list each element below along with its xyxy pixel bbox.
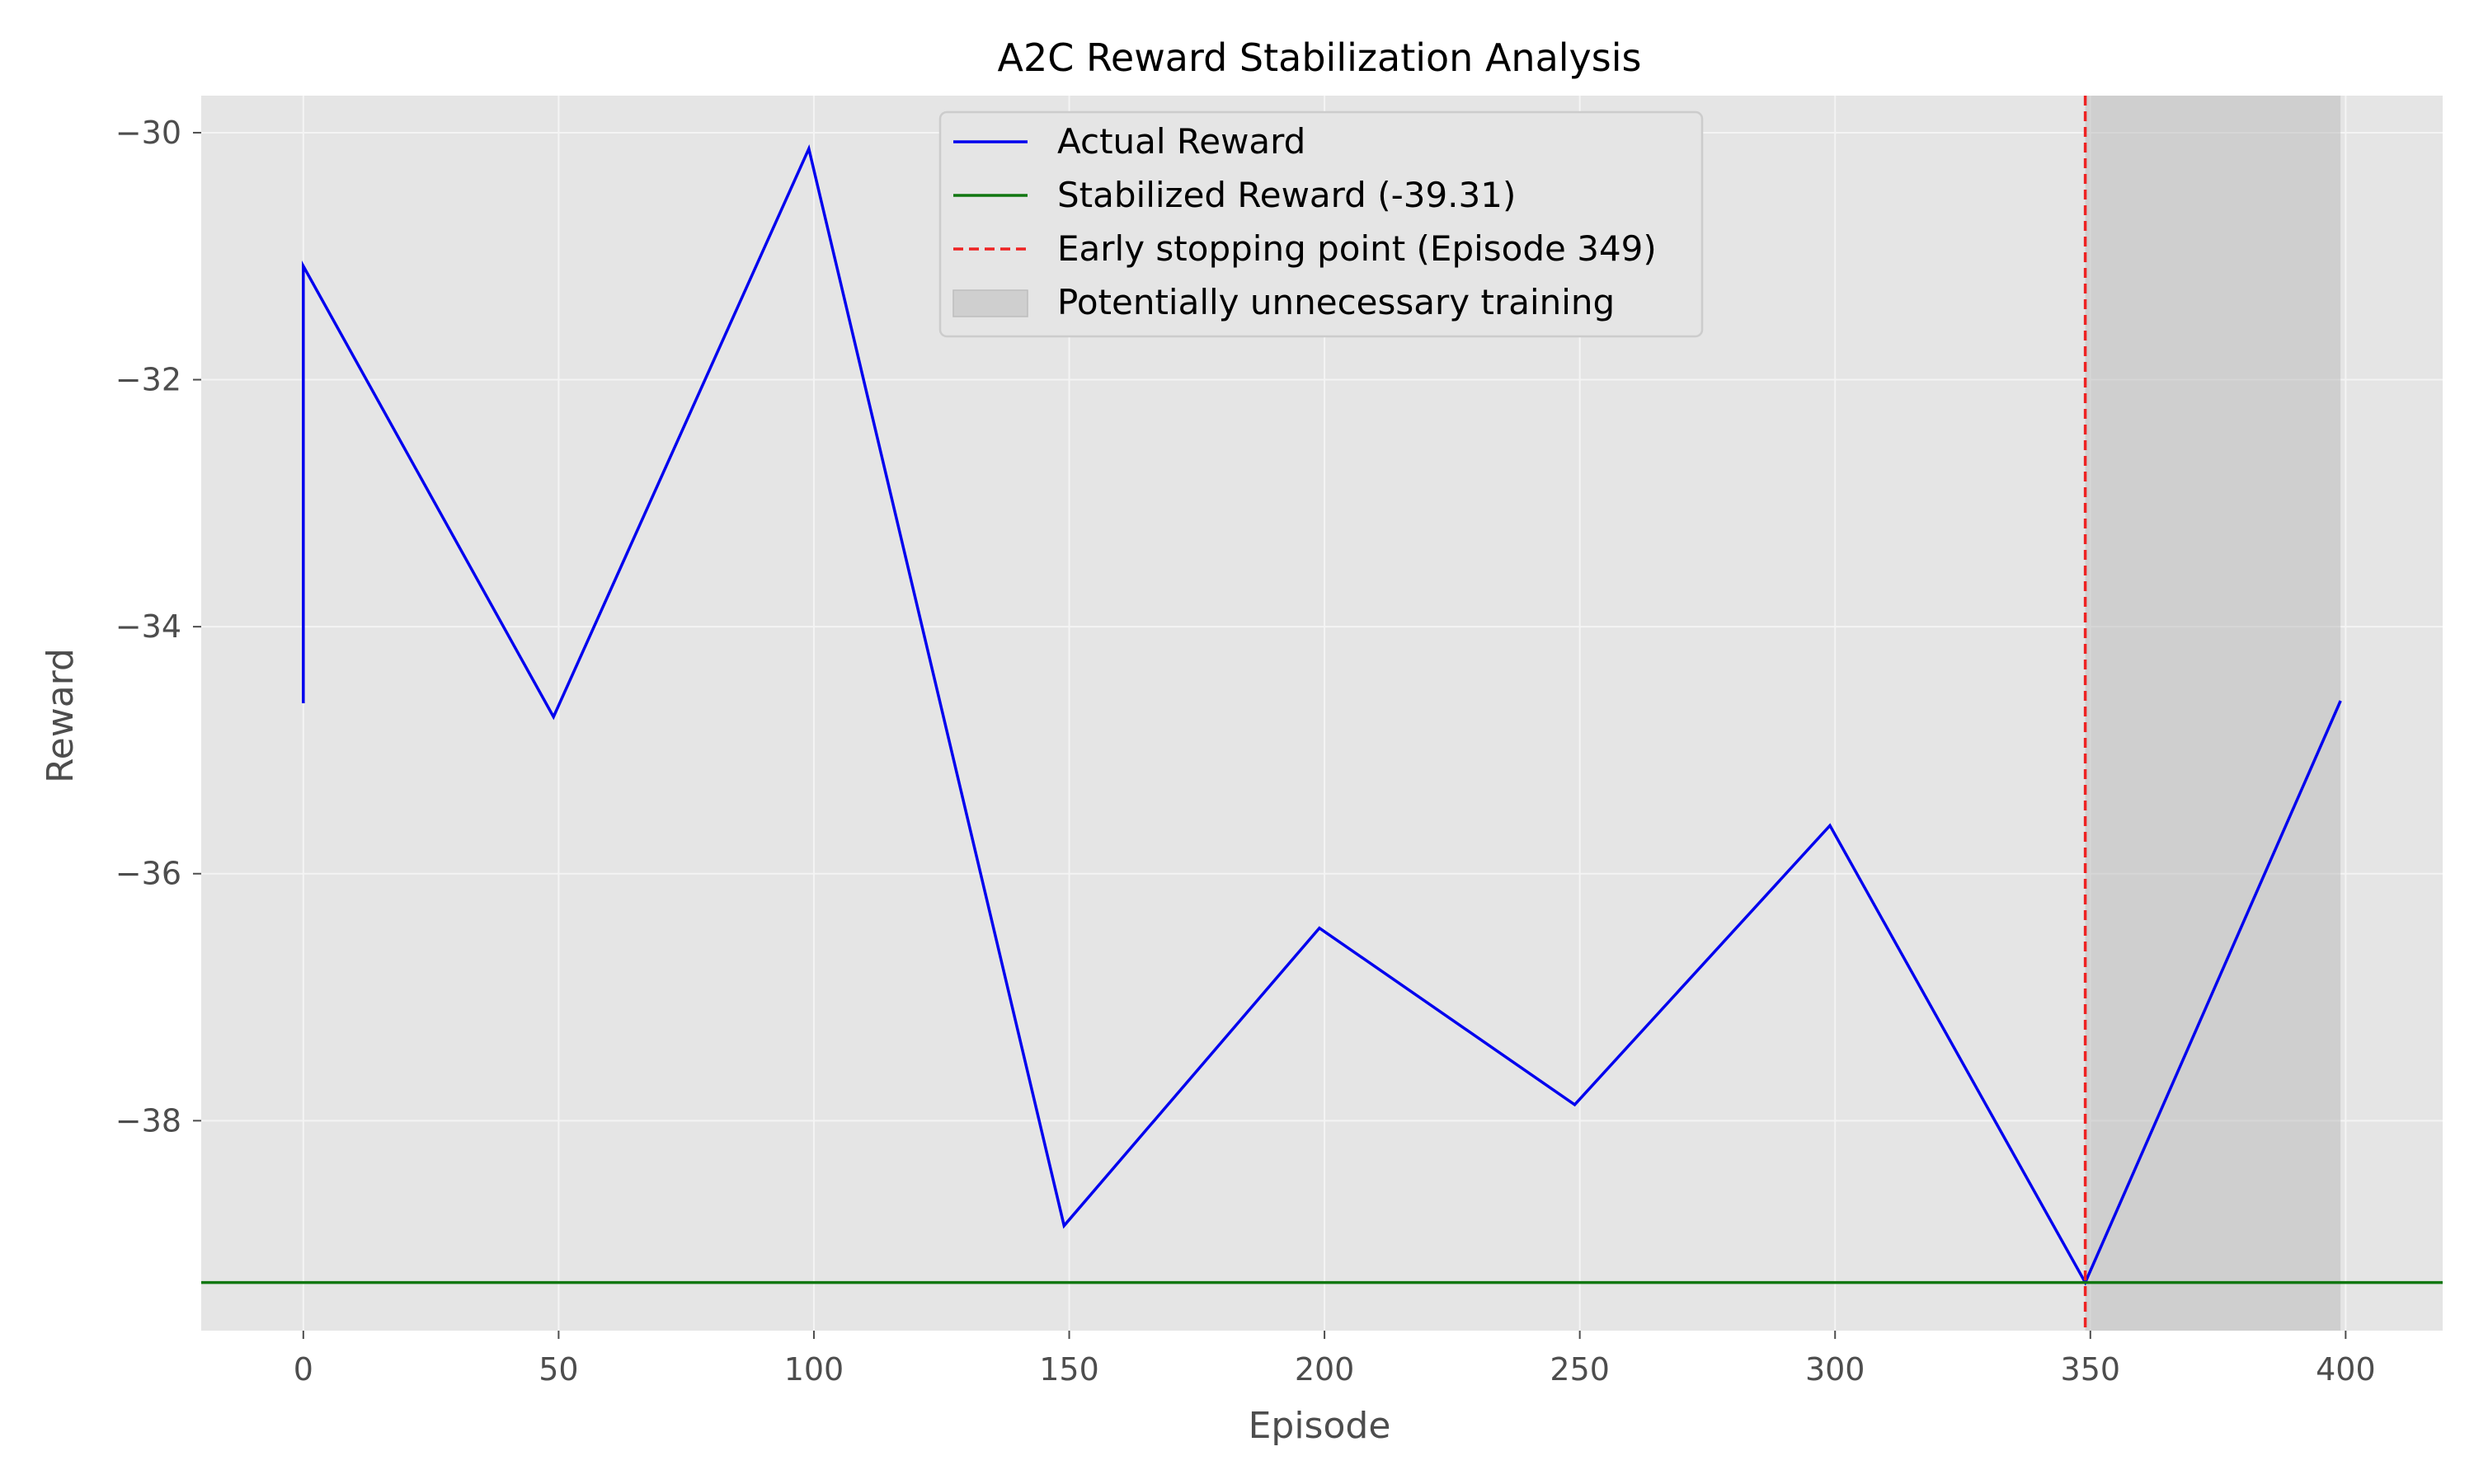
unnecessary-training-span bbox=[2085, 96, 2341, 1331]
x-tick-label: 400 bbox=[2316, 1351, 2376, 1388]
y-tick-label: −30 bbox=[115, 115, 181, 151]
y-axis-ticks: −38 −36 −34 −32 −30 bbox=[115, 115, 201, 1139]
x-tick-label: 0 bbox=[294, 1351, 313, 1388]
x-tick-label: 200 bbox=[1295, 1351, 1355, 1388]
legend: Actual Reward Stabilized Reward (-39.31)… bbox=[938, 110, 1704, 338]
y-tick-label: −34 bbox=[115, 608, 181, 645]
chart-title: A2C Reward Stabilization Analysis bbox=[998, 35, 1642, 80]
x-tick-label: 300 bbox=[1805, 1351, 1865, 1388]
x-axis-ticks: 0 50 100 150 200 250 300 350 400 bbox=[294, 1331, 2376, 1388]
x-tick-label: 350 bbox=[2061, 1351, 2121, 1388]
x-tick-label: 100 bbox=[784, 1351, 844, 1388]
y-tick-label: −32 bbox=[115, 362, 181, 398]
legend-label-span: Potentially unnecessary training bbox=[1057, 282, 1615, 322]
x-tick-label: 150 bbox=[1039, 1351, 1099, 1388]
legend-label-early-stop: Early stopping point (Episode 349) bbox=[1057, 228, 1657, 269]
span-layer bbox=[2085, 96, 2341, 1331]
x-tick-label: 50 bbox=[539, 1351, 578, 1388]
legend-box bbox=[938, 110, 1704, 338]
legend-label-actual: Actual Reward bbox=[1057, 121, 1305, 162]
y-axis-label: Reward bbox=[40, 648, 82, 783]
legend-label-stabilized: Stabilized Reward (-39.31) bbox=[1057, 175, 1516, 215]
actual-reward-line bbox=[302, 143, 2342, 1286]
lines-layer bbox=[201, 96, 2443, 1331]
legend-swatch-span bbox=[952, 289, 1028, 317]
y-tick-label: −36 bbox=[115, 856, 181, 892]
x-axis-label: Episode bbox=[1249, 1405, 1391, 1447]
x-tick-label: 250 bbox=[1550, 1351, 1610, 1388]
y-tick-label: −38 bbox=[115, 1102, 181, 1139]
